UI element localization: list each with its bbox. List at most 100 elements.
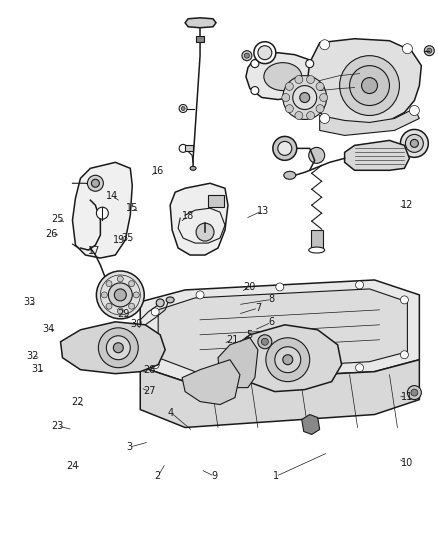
- Text: 33: 33: [23, 297, 35, 307]
- Text: 26: 26: [46, 229, 58, 239]
- Circle shape: [300, 93, 310, 102]
- Circle shape: [283, 76, 327, 119]
- Circle shape: [410, 106, 419, 116]
- Circle shape: [242, 51, 252, 61]
- Circle shape: [320, 94, 328, 101]
- Circle shape: [400, 130, 428, 157]
- Circle shape: [129, 281, 134, 287]
- Text: 29: 29: [117, 309, 129, 319]
- Text: 12: 12: [401, 200, 413, 211]
- Text: 34: 34: [42, 324, 55, 334]
- Circle shape: [282, 94, 290, 101]
- Text: 16: 16: [152, 166, 164, 176]
- Ellipse shape: [166, 297, 174, 303]
- Bar: [311, 230, 323, 248]
- Circle shape: [283, 355, 293, 365]
- Text: 19: 19: [113, 235, 125, 245]
- Circle shape: [261, 338, 268, 345]
- Circle shape: [350, 66, 389, 106]
- Circle shape: [108, 283, 132, 307]
- Circle shape: [295, 76, 303, 84]
- Circle shape: [411, 389, 418, 396]
- Text: 9: 9: [212, 471, 218, 481]
- Ellipse shape: [309, 247, 325, 253]
- Circle shape: [273, 136, 297, 160]
- Circle shape: [266, 338, 310, 382]
- Circle shape: [278, 141, 292, 155]
- Circle shape: [276, 283, 284, 291]
- Circle shape: [151, 361, 159, 369]
- Circle shape: [88, 175, 103, 191]
- Circle shape: [410, 140, 418, 148]
- Circle shape: [196, 376, 204, 384]
- Circle shape: [286, 83, 293, 91]
- Polygon shape: [140, 360, 419, 427]
- Circle shape: [101, 292, 107, 298]
- Circle shape: [309, 148, 325, 163]
- Circle shape: [361, 78, 378, 94]
- Circle shape: [406, 134, 424, 152]
- Text: 27: 27: [143, 386, 155, 397]
- Circle shape: [92, 179, 99, 187]
- Circle shape: [316, 104, 324, 112]
- Text: 31: 31: [32, 364, 44, 374]
- Text: 20: 20: [244, 281, 256, 292]
- Circle shape: [275, 347, 301, 373]
- Circle shape: [179, 104, 187, 112]
- Text: 4: 4: [168, 408, 174, 418]
- Circle shape: [407, 385, 421, 400]
- Circle shape: [117, 308, 124, 314]
- Circle shape: [424, 46, 434, 55]
- Circle shape: [307, 76, 314, 84]
- Polygon shape: [60, 322, 165, 374]
- Text: 6: 6: [268, 317, 275, 327]
- Circle shape: [356, 281, 364, 289]
- Text: 24: 24: [67, 461, 79, 471]
- Text: 35: 35: [121, 233, 134, 244]
- Polygon shape: [170, 183, 228, 255]
- Polygon shape: [308, 39, 421, 125]
- Circle shape: [320, 114, 330, 124]
- Circle shape: [254, 42, 276, 63]
- Text: 30: 30: [130, 319, 142, 329]
- Circle shape: [181, 107, 185, 110]
- Polygon shape: [246, 53, 320, 100]
- Polygon shape: [235, 325, 342, 392]
- Circle shape: [106, 303, 112, 309]
- Text: 7: 7: [255, 303, 261, 313]
- Circle shape: [156, 299, 164, 307]
- Circle shape: [400, 296, 408, 304]
- Polygon shape: [218, 338, 258, 387]
- Circle shape: [113, 343, 124, 353]
- Circle shape: [117, 276, 124, 282]
- Text: 22: 22: [71, 397, 83, 407]
- Circle shape: [293, 86, 317, 109]
- Bar: [196, 36, 204, 42]
- Circle shape: [286, 104, 293, 112]
- Circle shape: [99, 328, 138, 368]
- Circle shape: [179, 144, 187, 152]
- Circle shape: [251, 60, 259, 68]
- Text: 28: 28: [143, 365, 155, 375]
- Polygon shape: [345, 140, 410, 171]
- Text: 11: 11: [401, 392, 413, 402]
- Circle shape: [427, 48, 432, 53]
- Ellipse shape: [102, 291, 114, 299]
- Circle shape: [258, 335, 272, 349]
- Circle shape: [403, 44, 413, 54]
- Circle shape: [307, 111, 314, 119]
- Text: 14: 14: [106, 191, 118, 201]
- Circle shape: [339, 55, 399, 116]
- Polygon shape: [320, 109, 419, 135]
- Circle shape: [106, 281, 112, 287]
- Circle shape: [276, 372, 284, 379]
- Text: 25: 25: [51, 214, 64, 224]
- Circle shape: [114, 289, 126, 301]
- Ellipse shape: [96, 271, 144, 319]
- Text: 13: 13: [257, 206, 269, 216]
- Circle shape: [106, 336, 130, 360]
- Text: 32: 32: [26, 351, 38, 361]
- Polygon shape: [182, 360, 240, 405]
- Circle shape: [244, 53, 249, 58]
- Text: 15: 15: [126, 203, 138, 213]
